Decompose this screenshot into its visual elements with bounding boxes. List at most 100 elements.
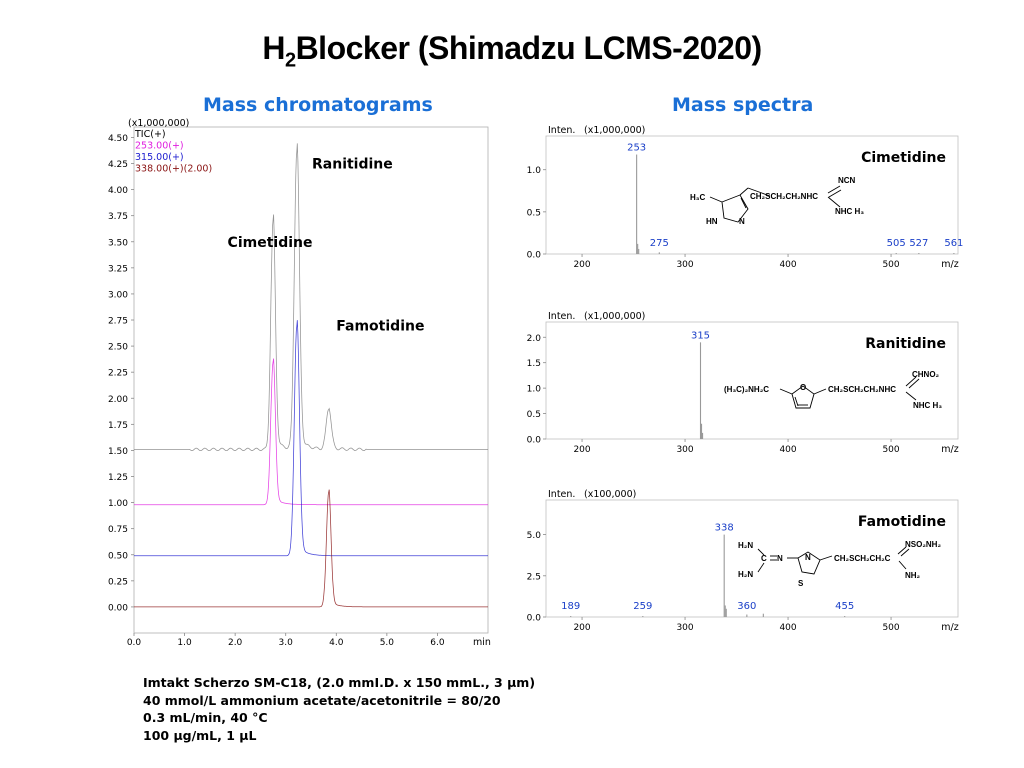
x-tick-label: 0.0: [127, 638, 142, 648]
ran-nhch3-label: NHC H₃: [913, 401, 942, 410]
y-tick-label: 2.50: [108, 343, 128, 353]
fam-n-link-label: N: [777, 554, 783, 563]
y-tick-label: 4.50: [108, 134, 128, 144]
cim-hn-label: HN: [706, 217, 718, 226]
condition-mobile-phase: 40 mmol/L ammonium acetate/acetonitrile …: [143, 692, 501, 708]
y-tick-label: 2.0: [527, 334, 542, 344]
condition-injection: 100 µg/mL, 1 µL: [143, 727, 257, 743]
spectrum-1: Inten. (x1,000,000) 0.0 0.5 1.0 200 300 400 500 m…: [527, 125, 964, 270]
peak-label: 505: [887, 238, 906, 249]
y-tick-label: 1.75: [108, 421, 128, 431]
y-tick-label: 3.25: [108, 264, 128, 274]
inten-label: Inten.: [548, 311, 575, 322]
peak-label: 315: [691, 330, 710, 341]
x-tick-label: 3.0: [279, 638, 294, 648]
cim-n-label: N: [739, 217, 745, 226]
y-tick-label: 0.50: [108, 551, 128, 561]
compound-name: Ranitidine: [865, 336, 946, 352]
peak-label: 275: [650, 238, 669, 249]
y-tick-label: 5.0: [527, 531, 542, 541]
spectrum-3: Inten. (x100,000) 0.0 2.5 5.0 200 300 400 500 m/z…: [527, 489, 959, 633]
y-tick-label: 0.00: [108, 603, 128, 613]
ran-chno2-label: CHNO₂: [912, 370, 940, 379]
y-tick-label: 1.00: [108, 499, 128, 509]
y-tick-label: 0.5: [527, 208, 541, 218]
chromatogram-section-title: Mass chromatograms: [203, 94, 433, 116]
cim-chain-label: CH₂SCH₂CH₂NHC: [750, 192, 818, 201]
y-tick-label: 1.50: [108, 447, 128, 457]
x-tick-label: 400: [779, 445, 796, 455]
y-tick-label: 2.00: [108, 395, 128, 405]
peak-annotation: Cimetidine: [228, 235, 313, 251]
fam-chain-label: CH₂SCH₂CH₂C: [834, 554, 891, 563]
spectrum-frame: [545, 499, 959, 618]
x-tick-label: 500: [882, 445, 899, 455]
trace-3: [134, 489, 488, 608]
y-tick-label: 2.75: [108, 317, 128, 327]
x-tick-label: 500: [882, 260, 899, 270]
y-tick-label: 3.50: [108, 238, 128, 248]
x-axis-unit: m/z: [941, 444, 958, 455]
page-title: H2Blocker (Shimadzu LCMS-2020): [262, 30, 762, 72]
multiplier-label: (x1,000,000): [584, 311, 645, 322]
peak-label: 455: [835, 601, 854, 612]
x-tick-label: 200: [573, 445, 590, 455]
x-tick-label: 300: [676, 445, 693, 455]
x-axis-unit: m/z: [941, 259, 958, 270]
y-tick-label: 0.75: [108, 525, 128, 535]
compound-name: Famotidine: [858, 514, 946, 530]
ran-amine-label: (H₃C)₂NH₂C: [724, 385, 769, 394]
x-tick-label: 300: [676, 623, 693, 633]
y-tick-label: 0.0: [527, 614, 542, 624]
y-tick-label: 4.25: [108, 160, 128, 170]
y-tick-label: 1.25: [108, 473, 128, 483]
trace-1: [134, 358, 488, 506]
x-tick-label: 5.0: [380, 638, 395, 648]
fam-c-label: C: [761, 554, 767, 563]
method-conditions: Imtakt Scherzo SM-C18, (2.0 mmI.D. x 150…: [143, 674, 535, 744]
condition-flow: 0.3 mL/min, 40 °C: [143, 710, 268, 725]
fam-nh2-label: NH₂: [905, 571, 921, 580]
spectrum-frame: [545, 135, 959, 255]
y-tick-label: 4.00: [108, 186, 128, 196]
spectrum-2: Inten. (x1,000,000) 0.0 0.5 1.0 1.5 2.0 200 300 4…: [527, 311, 959, 455]
y-tick-label: 1.0: [527, 385, 542, 395]
fam-h2n-top-label: H₂N: [738, 541, 753, 550]
legend-entry: 338.00(+)(2.00): [135, 164, 212, 175]
x-tick-label: 1.0: [177, 638, 192, 648]
peak-label: 561: [944, 238, 963, 249]
y-tick-label: 1.0: [527, 166, 542, 176]
peak-label: 189: [561, 601, 580, 612]
y-tick-label: 0.0: [527, 251, 542, 261]
peak-label: 527: [909, 238, 928, 249]
x-tick-label: 400: [779, 623, 796, 633]
x-tick-label: 2.0: [228, 638, 243, 648]
x-axis-unit: m/z: [941, 622, 958, 633]
chromatogram-frame: [133, 126, 489, 634]
trace-0: [134, 143, 488, 451]
y-tick-label: 3.75: [108, 212, 128, 222]
y-tick-label: 0.25: [108, 577, 128, 587]
inten-label: Inten.: [548, 489, 575, 500]
x-tick-label: 500: [882, 623, 899, 633]
y-multiplier-label: (x1,000,000): [128, 118, 189, 129]
spectrum-frame: [545, 321, 959, 440]
legend-entry: 315.00(+): [135, 152, 184, 163]
cimetidine-structure: [709, 185, 842, 223]
x-tick-label: 6.0: [430, 638, 445, 648]
x-tick-label: 300: [676, 260, 693, 270]
y-tick-label: 0.5: [527, 410, 541, 420]
peak-annotation: Ranitidine: [312, 157, 393, 173]
peak-label: 360: [737, 601, 756, 612]
fam-s-label: S: [798, 579, 804, 588]
y-tick-label: 0.0: [527, 436, 542, 446]
inten-label: Inten.: [548, 125, 575, 136]
cim-h3c-label: H₃C: [690, 193, 705, 202]
condition-column: Imtakt Scherzo SM-C18, (2.0 mmI.D. x 150…: [143, 675, 536, 690]
cim-ncn-label: NCN: [838, 176, 856, 185]
fam-nso2nh2-label: NSO₂NH₂: [905, 540, 941, 549]
ran-o-label: O: [800, 383, 806, 392]
ran-chain-label: CH₂SCH₂CH₂NHC: [828, 385, 896, 394]
